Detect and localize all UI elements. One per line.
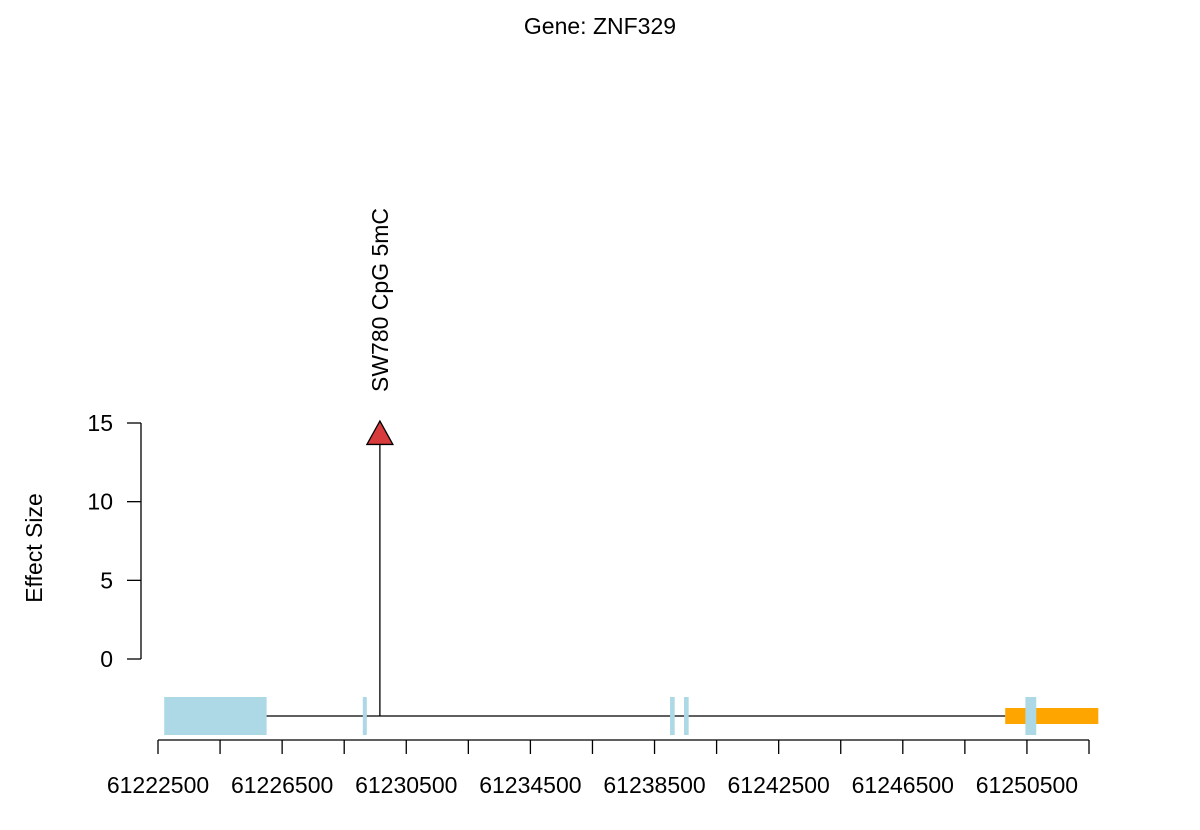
x-tick-label: 61238500	[603, 772, 705, 798]
x-tick-label: 61250500	[976, 772, 1078, 798]
x-tick-label: 61226500	[231, 772, 333, 798]
x-tick-label: 61234500	[479, 772, 581, 798]
x-tick-label: 61222500	[107, 772, 209, 798]
x-tick-label: 61242500	[727, 772, 829, 798]
data-points: SW780 CpG 5mC	[365, 208, 394, 716]
y-tick-label: 5	[100, 567, 113, 593]
exon-block	[164, 697, 267, 735]
x-axis: 61222500 61226500 61230500 61234500 61238500…	[107, 739, 1090, 798]
exon-block	[670, 697, 675, 735]
exon-block	[684, 697, 689, 735]
x-tick-label: 61230500	[355, 772, 457, 798]
exon-block	[1025, 697, 1037, 735]
y-tick-label: 15	[87, 410, 113, 436]
y-axis: 0 5 10 15	[87, 410, 142, 672]
y-axis-label: Effect Size	[21, 493, 47, 603]
exon-block	[362, 697, 367, 735]
utr-block	[1005, 708, 1099, 724]
data-point-triangle	[365, 419, 394, 446]
point-label: SW780 CpG 5mC	[367, 208, 393, 392]
x-tick-label: 61246500	[852, 772, 954, 798]
y-tick-label: 0	[100, 646, 113, 672]
y-tick-label: 10	[87, 489, 113, 515]
gene-track	[164, 697, 1099, 735]
chart-title: Gene: ZNF329	[524, 13, 676, 39]
